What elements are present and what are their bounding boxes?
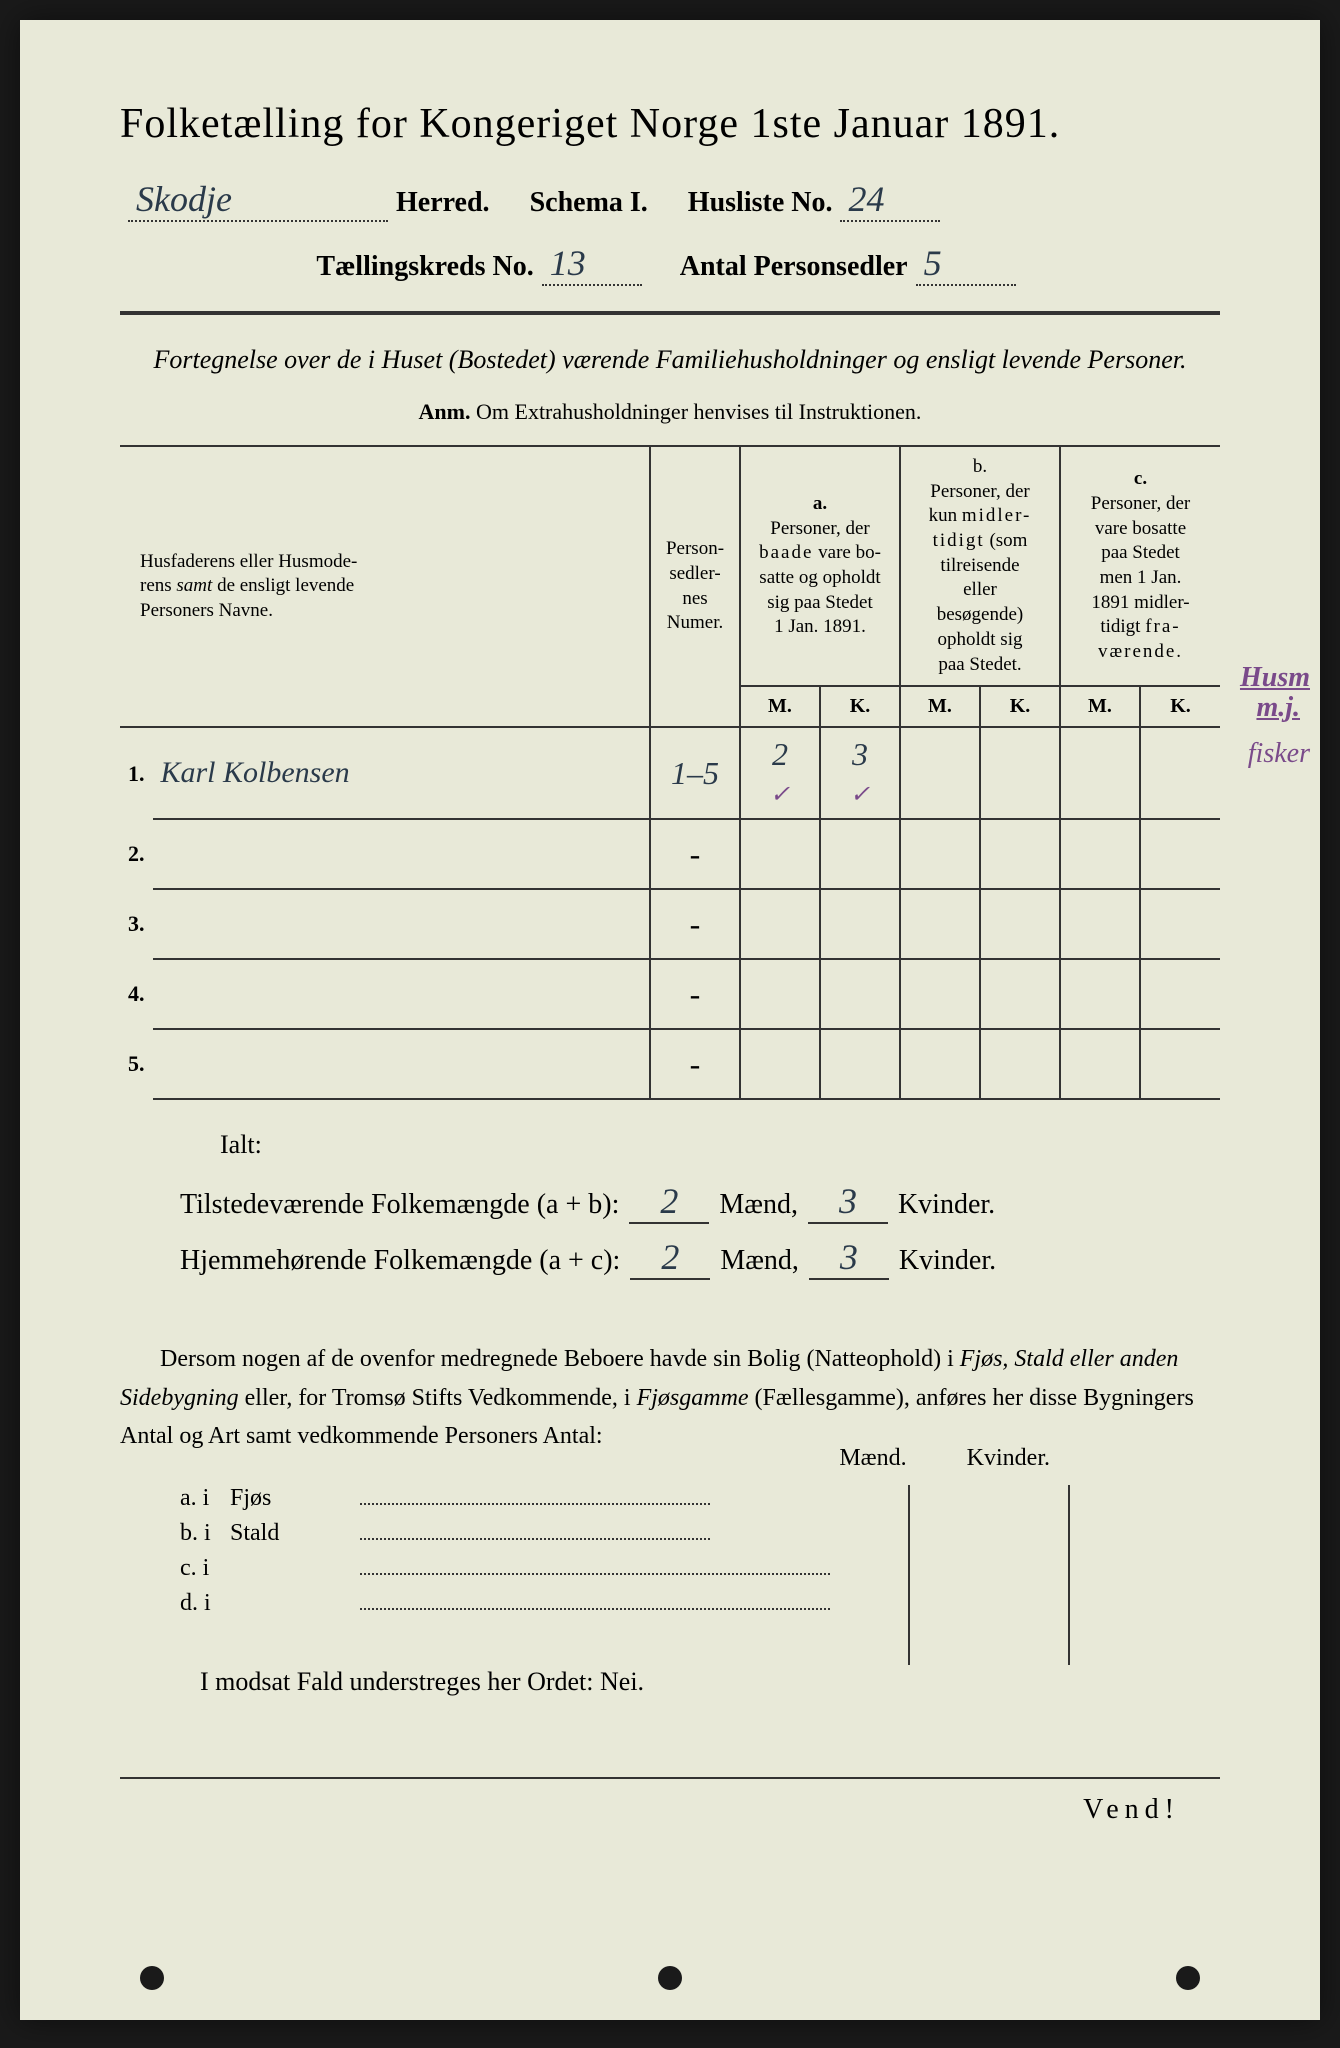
- subtitle: Fortegnelse over de i Huset (Bostedet) v…: [120, 340, 1220, 379]
- margin-note-3: fisker: [1248, 738, 1310, 770]
- margin-note-1: Husm: [1240, 662, 1310, 694]
- table-row: 5. -: [120, 1029, 1220, 1099]
- bottom-row-a: a. i Fjøs: [180, 1485, 1220, 1512]
- tilstede-line: Tilstedeværende Folkemængde (a + b): 2 M…: [180, 1180, 1220, 1224]
- row-3-num: 3.: [120, 889, 153, 959]
- husliste-no: 24: [840, 178, 940, 222]
- anm-label: Anm.: [419, 399, 471, 424]
- row-1-num: 1.: [120, 727, 153, 819]
- row-2-num: 2.: [120, 819, 153, 889]
- divider-col-2: [908, 1485, 910, 1665]
- col-sedler-header: Person-sedler-nes Numer.: [650, 446, 740, 727]
- col-a-header: a. Personer, derbaade vare bo-satte og o…: [740, 446, 900, 686]
- punch-hole-icon: [658, 1966, 682, 1990]
- col-a-k: K.: [820, 686, 900, 727]
- tilstede-k: 3: [808, 1180, 888, 1224]
- census-form-page: Folketælling for Kongeriget Norge 1ste J…: [20, 20, 1320, 2020]
- col-c-k: K. Husm m.j.: [1140, 686, 1220, 727]
- hjemme-label: Hjemmehørende Folkemængde (a + c):: [180, 1245, 620, 1277]
- bottom-row-b: b. i Stald: [180, 1520, 1220, 1547]
- herred-label: Herred.: [396, 187, 490, 219]
- col-c-header: c. Personer, dervare bosattepaa Stedetme…: [1060, 446, 1220, 686]
- herred-name: Skodje: [128, 178, 388, 222]
- personsedler-label: Antal Personsedler: [680, 251, 908, 283]
- divider-1: [120, 311, 1220, 315]
- husliste-label: Husliste No.: [688, 187, 833, 219]
- row-4-num: 4.: [120, 959, 153, 1029]
- punch-hole-icon: [140, 1966, 164, 1990]
- punch-hole-icon: [1176, 1966, 1200, 1990]
- table-row: 2. -: [120, 819, 1220, 889]
- header-line-2: Tællingskreds No. 13 Antal Personsedler …: [120, 242, 1220, 286]
- table-row: 3. -: [120, 889, 1220, 959]
- hjemme-m: 2: [630, 1236, 710, 1280]
- bottom-kvinder: Kvinder.: [967, 1445, 1050, 1472]
- col-b-k: K.: [980, 686, 1060, 727]
- bottom-row-d: d. i: [180, 1590, 1220, 1617]
- main-census-table: Husfaderens eller Husmode-rens samt de e…: [120, 445, 1220, 1100]
- anm-text: Om Extrahusholdninger henvises til Instr…: [476, 399, 921, 424]
- kvinder-label: Kvinder.: [898, 1189, 995, 1221]
- col-b-m: M.: [900, 686, 980, 727]
- vend-label: Vend!: [120, 1777, 1220, 1826]
- schema-label: Schema I.: [530, 187, 648, 219]
- margin-note-2: m.j.: [1256, 692, 1300, 724]
- hjemme-k: 3: [809, 1236, 889, 1280]
- bottom-paragraph: Dersom nogen af de ovenfor medregnede Be…: [120, 1340, 1220, 1455]
- divider-col-1: [1068, 1485, 1070, 1665]
- maend-label: Mænd,: [719, 1189, 798, 1221]
- row-5-num: 5.: [120, 1029, 153, 1099]
- table-row: 1. Karl Kolbensen 1–5 2 ✓ 3 ✓ fisker: [120, 727, 1220, 819]
- row-1-ak: 3 ✓: [820, 727, 900, 819]
- col-b-header: b. Personer, derkun midler-tidigt (somti…: [900, 446, 1060, 686]
- kreds-label: Tællingskreds No.: [316, 251, 533, 283]
- tilstede-label: Tilstedeværende Folkemængde (a + b):: [180, 1189, 619, 1221]
- page-title: Folketælling for Kongeriget Norge 1ste J…: [120, 100, 1220, 148]
- footer-nei: I modsat Fald understreges her Ordet: Ne…: [200, 1667, 1220, 1697]
- bottom-maend: Mænd.: [839, 1445, 906, 1472]
- ialt-label: Ialt:: [220, 1130, 1220, 1160]
- personsedler-no: 5: [916, 242, 1016, 286]
- col-a-m: M.: [740, 686, 820, 727]
- kvinder-label: Kvinder.: [899, 1245, 996, 1277]
- table-row: 4. -: [120, 959, 1220, 1029]
- tilstede-m: 2: [629, 1180, 709, 1224]
- header-line-1: Skodje Herred. Schema I. Husliste No. 24: [120, 178, 1220, 222]
- hjemme-line: Hjemmehørende Folkemængde (a + c): 2 Mæn…: [180, 1236, 1220, 1280]
- mk-headers: Mænd. Kvinder.: [839, 1445, 1050, 1472]
- anm-line: Anm. Om Extrahusholdninger henvises til …: [120, 399, 1220, 425]
- col-names-header: Husfaderens eller Husmode-rens samt de e…: [120, 446, 650, 727]
- row-1-sedler: 1–5: [650, 727, 740, 819]
- row-1-name: Karl Kolbensen: [153, 727, 651, 819]
- row-1-am: 2 ✓: [740, 727, 820, 819]
- col-c-m: M.: [1060, 686, 1140, 727]
- bottom-building-table: Mænd. Kvinder. a. i Fjøs b. i Stald c. i…: [180, 1485, 1220, 1617]
- kreds-no: 13: [542, 242, 642, 286]
- bottom-row-c: c. i: [180, 1555, 1220, 1582]
- maend-label: Mænd,: [720, 1245, 799, 1277]
